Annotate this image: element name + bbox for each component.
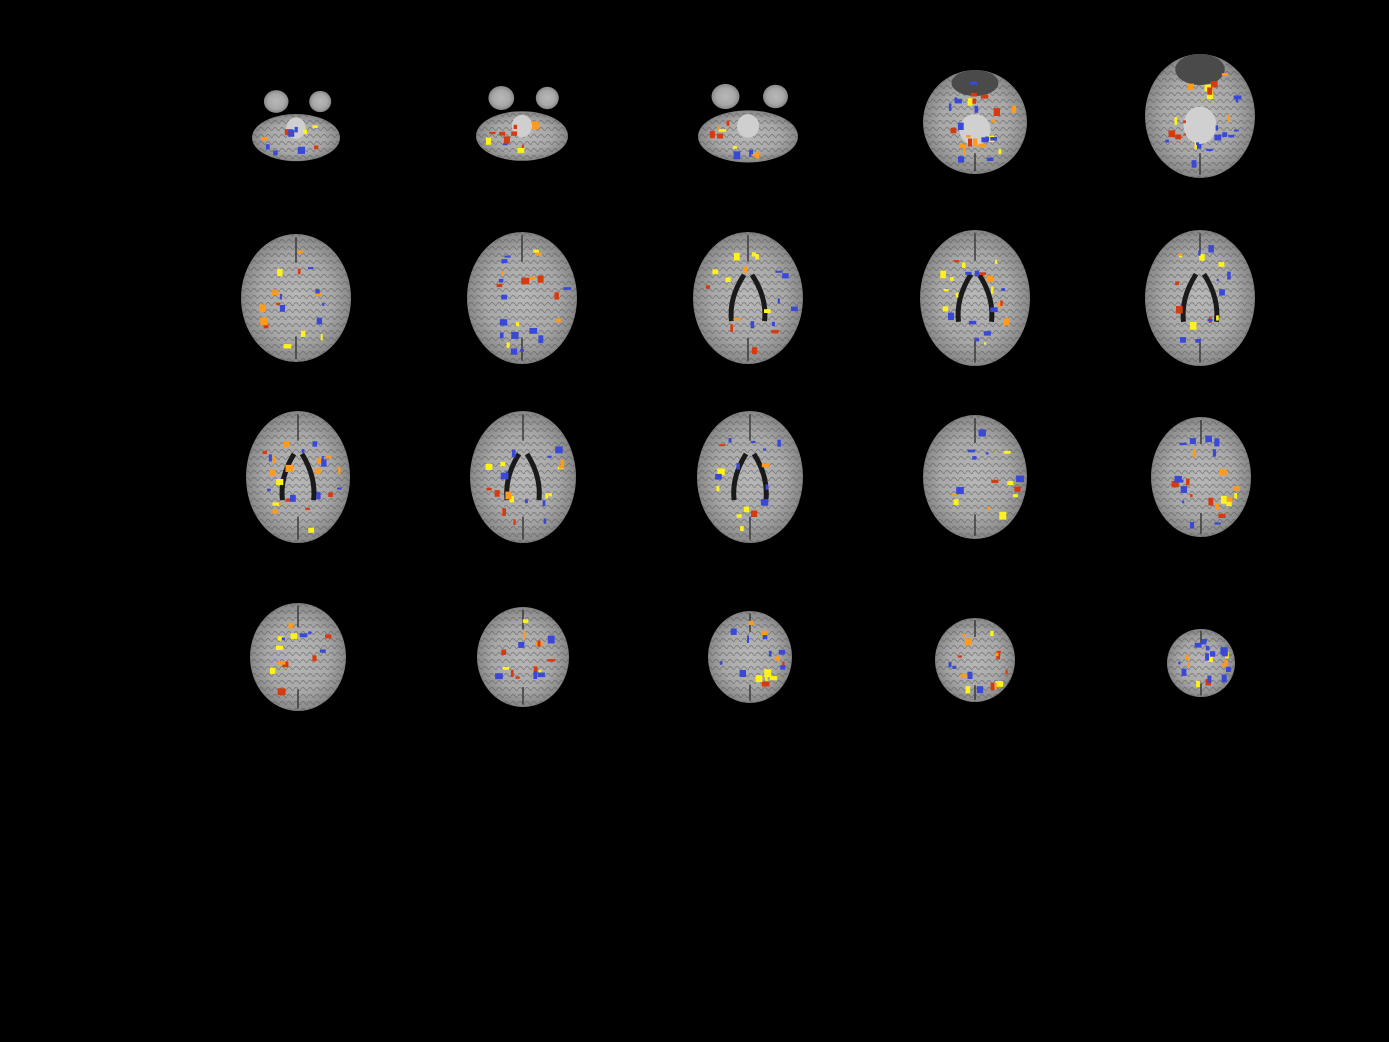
axial-slice-12 xyxy=(470,411,576,543)
lateral-ventricle-right xyxy=(749,273,768,322)
axial-slice-19 xyxy=(935,618,1015,702)
temporal-lobe-right xyxy=(535,86,559,110)
brainstem xyxy=(737,114,759,138)
lateral-ventricle-left xyxy=(731,452,749,501)
axial-slice-16 xyxy=(250,603,346,711)
axial-slice-4 xyxy=(923,70,1027,174)
lateral-ventricle-left xyxy=(279,452,297,501)
axial-slice-11 xyxy=(246,411,350,543)
axial-slice-10 xyxy=(1145,230,1255,366)
axial-slice-8 xyxy=(693,232,803,364)
axial-slice-5 xyxy=(1145,54,1255,178)
axial-slice-20 xyxy=(1167,629,1235,697)
lateral-ventricle-right xyxy=(751,452,769,501)
orbital-region xyxy=(1175,54,1225,85)
axial-slice-18 xyxy=(708,611,792,703)
axial-slice-13 xyxy=(697,411,803,543)
axial-slice-7 xyxy=(467,232,577,364)
temporal-lobe-right xyxy=(309,90,332,113)
lateral-ventricle-right xyxy=(299,452,317,501)
temporal-lobe-left xyxy=(488,86,515,110)
temporal-lobe-right xyxy=(763,84,788,109)
brainstem xyxy=(1183,106,1217,144)
axial-slice-6 xyxy=(241,234,351,362)
temporal-lobe-left xyxy=(711,83,740,110)
axial-slice-9 xyxy=(920,230,1030,366)
lateral-ventricle-right xyxy=(976,272,995,323)
lateral-ventricle-left xyxy=(955,272,974,323)
temporal-lobe-left xyxy=(263,90,289,113)
axial-slice-1 xyxy=(252,90,340,162)
lateral-ventricle-left xyxy=(728,273,747,322)
axial-slice-14 xyxy=(923,415,1027,539)
axial-slice-15 xyxy=(1151,417,1251,537)
axial-slice-17 xyxy=(477,607,569,707)
axial-slice-2 xyxy=(476,86,568,161)
lateral-ventricle-left xyxy=(1180,272,1199,323)
axial-slice-3 xyxy=(698,83,798,163)
lateral-ventricle-right xyxy=(524,452,542,501)
